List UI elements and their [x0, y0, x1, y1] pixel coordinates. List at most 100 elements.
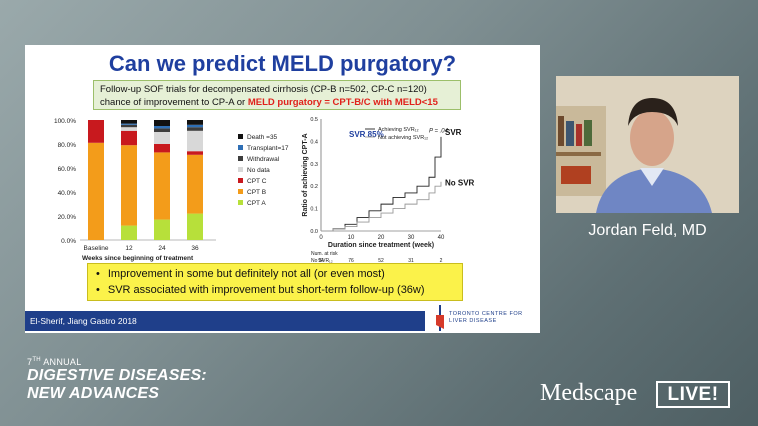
conference-title-line-1: DIGESTIVE DISEASES: [27, 367, 207, 384]
series-label: No SVR [445, 179, 475, 188]
legend-swatch [238, 134, 243, 139]
bar-segment [154, 128, 170, 132]
bar-x-tick: Baseline [84, 245, 109, 252]
subtitle-text: Follow-up SOF trials for decompensated c… [100, 84, 427, 108]
legend-label: No data [247, 167, 270, 174]
risk-table-title: Num. at risk [311, 251, 338, 257]
bar-segment [187, 124, 203, 128]
presentation-slide: Can we predict MELD purgatory? Follow-up… [25, 45, 540, 333]
legend-swatch [238, 200, 243, 205]
subtitle-highlight: MELD purgatory = CPT-B/C with MELD<15 [247, 97, 438, 108]
legend-label: Transplant=17 [247, 145, 289, 152]
bar-segment [154, 152, 170, 220]
bar-x-tick: 12 [125, 245, 133, 252]
bar-y-tick: 0.0% [61, 238, 76, 245]
bar-segment [121, 127, 137, 131]
line-series [321, 136, 442, 232]
bar-y-tick: 60.0% [58, 166, 77, 173]
line-y-tick: 0.3 [310, 162, 318, 168]
line-y-tick: 0.1 [310, 207, 318, 213]
legend-swatch [238, 189, 243, 194]
line-x-label: Duration since treatment (week) [328, 242, 434, 249]
bar-y-tick: 20.0% [58, 214, 77, 221]
charts-area: 0.0% 20.0% 40.0% 60.0% 80.0% 100.0% Baseline 12… [54, 117, 475, 263]
bar-segment [154, 132, 170, 144]
risk-row-value: 76 [348, 258, 354, 263]
legend-label: CPT B [247, 189, 266, 196]
line-y-label: Ratio of achieving CPT-A [302, 133, 309, 216]
bar-x-tick: 24 [158, 245, 166, 252]
line-x-tick: 10 [348, 235, 355, 241]
bar-segment [121, 124, 137, 128]
risk-row-label: No SVR₁₂ [311, 258, 333, 263]
bar-segment [121, 145, 137, 226]
citation-bar: El-Sherif, Jiang Gastro 2018 [25, 311, 425, 331]
bar-segment [187, 130, 203, 152]
risk-row-value: 31 [408, 258, 414, 263]
bar-segment [121, 120, 137, 124]
bar-y-tick: 40.0% [58, 190, 77, 197]
key-points-box: • Improvement in some but definitely not … [87, 263, 463, 301]
bar-segment [187, 213, 203, 240]
medscape-logo: Medscape [540, 380, 638, 406]
bar-segment [187, 127, 203, 131]
line-x-tick: 0 [319, 235, 323, 241]
toronto-logo: TORONTO CENTRE FOR LIVER DISEASE [435, 303, 540, 333]
speaker-name: Jordan Feld, MD [588, 222, 707, 239]
line-legend-label: Achieving SVR₁₂ [378, 127, 419, 133]
speaker-video [556, 76, 739, 213]
bar-segment [88, 142, 104, 240]
legend-label: Death =35 [247, 134, 278, 141]
bar-segment [187, 151, 203, 155]
conference-annual: 7TH ANNUAL [27, 357, 82, 367]
series-label: SVR [445, 128, 462, 137]
risk-row-value: 52 [378, 258, 384, 263]
bar-segment [121, 123, 137, 125]
line-x-tick: 30 [408, 235, 415, 241]
p-value: P = .04 [429, 128, 449, 134]
risk-row-value: 94 [318, 258, 324, 263]
legend-label: CPT C [247, 178, 267, 185]
legend-label: Withdrawal [247, 156, 280, 163]
bar-segment [154, 120, 170, 126]
slide-title: Can we predict MELD purgatory? [108, 51, 457, 76]
line-x-tick: 40 [438, 235, 445, 241]
line-series [321, 181, 442, 232]
legend-swatch [238, 167, 243, 172]
bar-segment [154, 144, 170, 153]
bar-segment [88, 120, 104, 143]
legend-swatch [238, 178, 243, 183]
logo-line-2: LIVER DISEASE [449, 318, 497, 324]
line-y-tick: 0.5 [310, 117, 318, 123]
line-legend-label: Not achieving SVR₁₂ [378, 135, 428, 141]
legend-swatch [238, 156, 243, 161]
live-badge: LIVE! [656, 381, 730, 408]
bar-segment [187, 154, 203, 214]
bar-x-tick: 36 [191, 245, 199, 252]
bar-y-tick: 80.0% [58, 142, 77, 149]
bar-segment [121, 225, 137, 240]
speaker-image [556, 76, 739, 213]
bar-y-tick: 100.0% [54, 118, 76, 125]
citation: El-Sherif, Jiang Gastro 2018 [30, 316, 137, 326]
conference-title-line-2: NEW ADVANCES [27, 385, 160, 402]
bar-segment [187, 120, 203, 125]
logo-icon [436, 305, 444, 331]
bar-x-label: Weeks since beginning of treatment [82, 255, 194, 262]
slide-subtitle-box: Follow-up SOF trials for decompensated c… [93, 80, 461, 110]
bullet-item: • SVR associated with improvement but sho… [96, 284, 425, 296]
bar-segment [154, 126, 170, 129]
risk-row-value: 2 [440, 258, 443, 263]
line-y-tick: 0.4 [310, 139, 318, 145]
svr-annotation: SVR 85% [349, 130, 384, 139]
bullet-item: • Improvement in some but definitely not … [96, 268, 385, 280]
conference-branding: 7TH ANNUAL DIGESTIVE DISEASES: NEW ADVAN… [27, 357, 207, 403]
bar-segment [154, 219, 170, 240]
bar-segment [121, 130, 137, 146]
legend-label: CPT A [247, 200, 266, 207]
line-x-tick: 20 [378, 235, 385, 241]
line-y-tick: 0.0 [310, 229, 318, 235]
logo-line-1: TORONTO CENTRE FOR [449, 311, 523, 317]
line-y-tick: 0.2 [310, 184, 318, 190]
legend-swatch [238, 145, 243, 150]
